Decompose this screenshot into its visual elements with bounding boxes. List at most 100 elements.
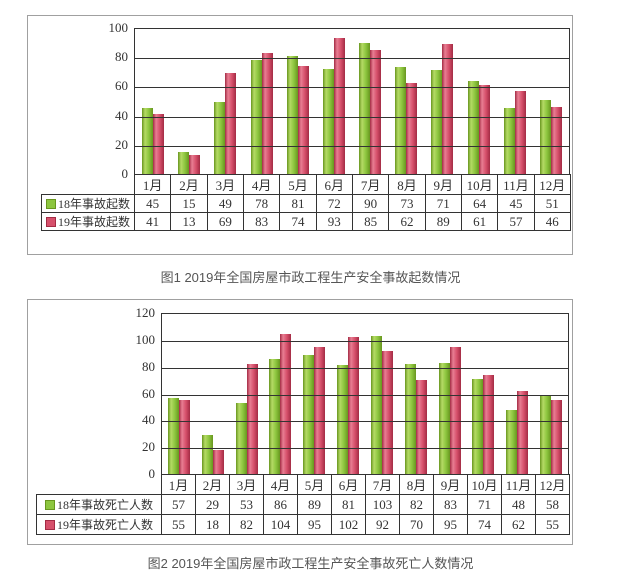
month-label-4月: 4月 xyxy=(242,174,281,195)
bar-18年事故起数-8月 xyxy=(395,67,407,174)
month-label-9月: 9月 xyxy=(433,474,468,495)
bar-19年事故死亡人数-12月 xyxy=(551,400,563,474)
month-label-8月: 8月 xyxy=(399,474,434,495)
bar-19年事故死亡人数-7月 xyxy=(381,351,393,474)
y-tick-80: 80 xyxy=(142,359,155,374)
value-cell-19年事故起数-6月: 93 xyxy=(315,212,353,231)
month-group-1月 xyxy=(162,314,196,474)
figure-1-caption: 图1 2019年全国房屋市政工程生产安全事故起数情况 xyxy=(160,270,461,285)
bar-18年事故死亡人数-4月 xyxy=(269,359,281,474)
value-cell-18年事故死亡人数-2月: 29 xyxy=(195,494,230,515)
y-tick-0: 0 xyxy=(121,166,129,181)
value-cell-18年事故起数-8月: 73 xyxy=(388,194,426,213)
legend-swatch-red-icon xyxy=(44,520,55,531)
bar-19年事故死亡人数-3月 xyxy=(246,364,258,474)
value-cell-19年事故死亡人数-7月: 92 xyxy=(365,514,400,535)
bar-18年事故死亡人数-1月 xyxy=(167,398,179,474)
bar-18年事故死亡人数-2月 xyxy=(201,435,213,474)
figure-2-deaths-chart: 0 20 40 60 80 100 120 1月 2月 3月 4月 5月 6月 7月 8月 9月 10月 11月… xyxy=(27,299,573,545)
month-group-6月 xyxy=(316,29,352,174)
value-cell-18年事故起数-1月: 45 xyxy=(133,194,172,213)
y-tick-100: 100 xyxy=(135,332,156,347)
bar-19年事故死亡人数-5月 xyxy=(314,347,326,474)
y-tick-100: 100 xyxy=(108,20,129,35)
month-group-5月 xyxy=(297,314,331,474)
value-cell-18年事故死亡人数-5月: 89 xyxy=(297,494,332,515)
month-label-2月: 2月 xyxy=(195,474,230,495)
series-row-19年事故起数: 19年事故起数 41 13 69 83 74 93 85 62 89 61 57 46 xyxy=(41,212,571,231)
bar-18年事故起数-10月 xyxy=(467,81,479,174)
month-group-9月 xyxy=(424,29,460,174)
value-cell-19年事故死亡人数-9月: 95 xyxy=(433,514,468,535)
value-cell-19年事故死亡人数-10月: 74 xyxy=(467,514,502,535)
bar-19年事故死亡人数-4月 xyxy=(280,334,292,474)
legend-label: 18年事故死亡人数 xyxy=(56,498,153,512)
value-cell-19年事故死亡人数-2月: 18 xyxy=(195,514,230,535)
y-tick-60: 60 xyxy=(142,386,155,401)
bar-19年事故起数-7月 xyxy=(370,50,382,174)
y-tick-20: 20 xyxy=(142,439,155,454)
month-group-9月 xyxy=(433,314,467,474)
bar-18年事故起数-11月 xyxy=(503,108,515,174)
series-row-18年事故死亡人数: 18年事故死亡人数 57 29 53 86 89 81 103 82 83 71 48 58 xyxy=(36,494,570,515)
gridline-y20 xyxy=(162,448,568,449)
gridline-y80 xyxy=(162,368,568,369)
month-group-7月 xyxy=(365,314,399,474)
month-group-8月 xyxy=(388,29,424,174)
bar-18年事故起数-2月 xyxy=(178,152,190,174)
empty-corner-cell xyxy=(37,475,162,495)
value-cell-19年事故死亡人数-3月: 82 xyxy=(229,514,264,535)
gridline-y100 xyxy=(162,341,568,342)
bar-19年事故死亡人数-1月 xyxy=(178,400,190,474)
value-cell-19年事故死亡人数-5月: 95 xyxy=(297,514,332,535)
month-label-11月: 11月 xyxy=(497,174,535,195)
bar-19年事故起数-6月 xyxy=(333,38,345,174)
month-label-5月: 5月 xyxy=(297,474,332,495)
value-cell-19年事故起数-4月: 83 xyxy=(242,212,281,231)
gridline-y20 xyxy=(135,146,569,147)
value-cell-19年事故死亡人数-4月: 104 xyxy=(263,514,298,535)
bar-18年事故起数-7月 xyxy=(359,43,371,174)
legend-label: 19年事故死亡人数 xyxy=(56,518,153,532)
value-cell-18年事故死亡人数-11月: 48 xyxy=(501,494,536,515)
value-cell-19年事故起数-8月: 62 xyxy=(388,212,426,231)
month-group-6月 xyxy=(331,314,365,474)
value-cell-19年事故死亡人数-8月: 70 xyxy=(399,514,434,535)
bar-18年事故死亡人数-7月 xyxy=(370,336,382,474)
legend-cell-19年事故死亡人数: 19年事故死亡人数 xyxy=(36,514,162,535)
legend-cell-19年事故起数: 19年事故起数 xyxy=(41,212,135,231)
month-label-12月: 12月 xyxy=(533,174,571,195)
month-label-9月: 9月 xyxy=(424,174,462,195)
month-label-7月: 7月 xyxy=(365,474,400,495)
gridline-y40 xyxy=(135,117,569,118)
bar-19年事故死亡人数-10月 xyxy=(483,375,495,474)
month-group-8月 xyxy=(399,314,433,474)
month-label-7月: 7月 xyxy=(351,174,390,195)
series-row-19年事故死亡人数: 19年事故死亡人数 55 18 82 104 95 102 92 70 95 74 62 55 xyxy=(36,514,570,535)
value-cell-18年事故起数-9月: 71 xyxy=(424,194,462,213)
bar-19年事故起数-5月 xyxy=(297,66,309,174)
month-label-10月: 10月 xyxy=(467,474,502,495)
empty-corner-cell xyxy=(42,175,135,195)
bar-18年事故死亡人数-3月 xyxy=(235,403,247,474)
month-label-6月: 6月 xyxy=(315,174,353,195)
bar-19年事故起数-12月 xyxy=(550,107,562,174)
y-tick-80: 80 xyxy=(115,49,128,64)
value-cell-18年事故死亡人数-7月: 103 xyxy=(365,494,400,515)
y-tick-60: 60 xyxy=(115,78,128,93)
legend-label: 18年事故起数 xyxy=(57,197,130,211)
month-group-4月 xyxy=(244,29,280,174)
value-cell-19年事故死亡人数-6月: 102 xyxy=(331,514,366,535)
value-cell-18年事故死亡人数-6月: 81 xyxy=(331,494,366,515)
month-label-4月: 4月 xyxy=(263,474,298,495)
y-tick-40: 40 xyxy=(115,108,128,123)
bar-18年事故死亡人数-10月 xyxy=(472,379,484,474)
value-cell-19年事故起数-2月: 13 xyxy=(170,212,208,231)
bar-19年事故起数-2月 xyxy=(189,155,201,174)
bar-18年事故死亡人数-12月 xyxy=(540,396,552,474)
month-group-10月 xyxy=(461,29,497,174)
y-tick-0: 0 xyxy=(148,466,156,481)
month-label-3月: 3月 xyxy=(206,174,244,195)
bar-18年事故起数-6月 xyxy=(322,69,334,174)
month-group-3月 xyxy=(207,29,243,174)
